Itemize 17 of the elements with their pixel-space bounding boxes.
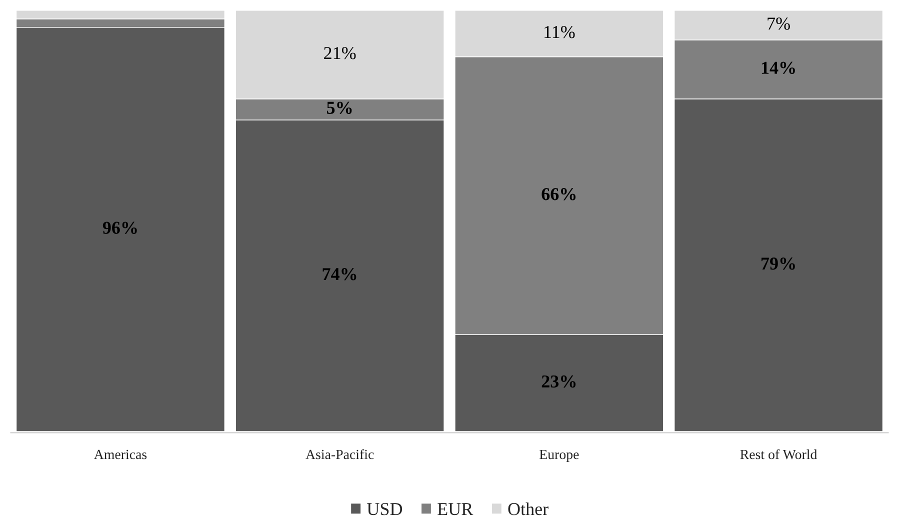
x-tick-label: Asia-Pacific [306, 449, 374, 460]
data-label: 74% [322, 268, 356, 280]
data-label: 66% [542, 188, 576, 200]
legend-label: EUR [438, 503, 474, 516]
legend-label: Other [508, 502, 548, 516]
data-label: 5% [327, 102, 352, 114]
x-tick-label: Europe [540, 450, 579, 462]
x-tick-label: Americas [94, 450, 147, 460]
data-label: 96% [102, 222, 137, 234]
data-label: 7% [768, 18, 790, 30]
data-label: 23% [542, 375, 576, 388]
legend-label: USD [367, 503, 402, 516]
data-label: 14% [762, 62, 795, 74]
data-label: 21% [324, 47, 356, 60]
data-label: 11% [544, 26, 575, 38]
data-label: 79% [762, 258, 795, 270]
x-tick-label: Rest of World [740, 449, 818, 460]
